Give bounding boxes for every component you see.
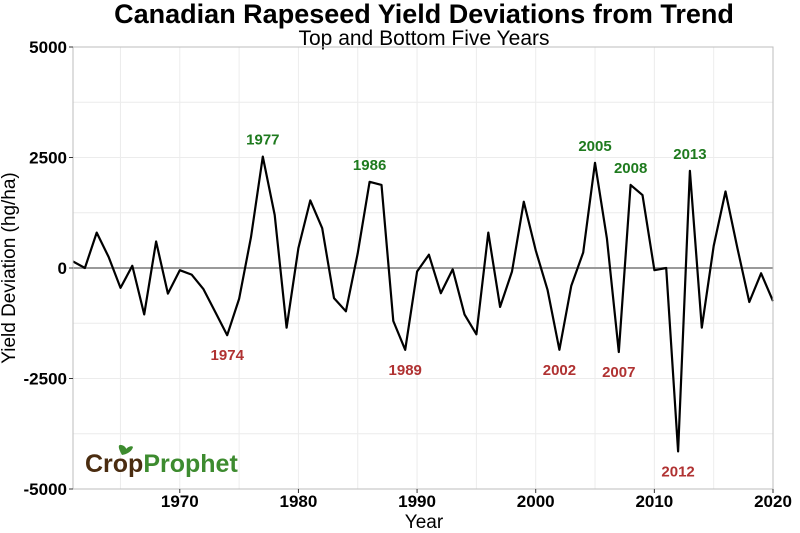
data-point: [155, 240, 157, 242]
bottom-year-label: 2007: [602, 364, 635, 381]
series-line: [72, 155, 775, 453]
x-tick-label: 2020: [754, 492, 792, 511]
data-point: [321, 227, 323, 229]
y-tick-label: -2500: [24, 370, 67, 389]
data-point: [594, 162, 596, 164]
data-point: [357, 252, 359, 254]
data-point: [499, 306, 501, 308]
x-axis-label: Year: [405, 512, 444, 533]
y-tick-label: -5000: [24, 480, 67, 499]
y-axis-label: Yield Deviation (hg/ha): [0, 172, 20, 364]
data-point: [380, 184, 382, 186]
data-point: [404, 349, 406, 351]
data-point: [214, 311, 216, 313]
leaf-icon: [118, 444, 133, 455]
data-point: [167, 293, 169, 295]
data-point: [226, 334, 228, 336]
y-tick-label: 5000: [29, 38, 67, 57]
data-point: [440, 292, 442, 294]
data-point: [179, 269, 181, 271]
bottom-year-label: 1974: [211, 347, 245, 364]
x-tick-label: 2010: [635, 492, 673, 511]
x-tick-label: 2000: [517, 492, 555, 511]
top-year-label: 2005: [578, 138, 611, 155]
data-point: [203, 288, 205, 290]
data-point: [689, 170, 691, 172]
data-point: [309, 199, 311, 201]
data-point: [487, 232, 489, 234]
data-point: [713, 245, 715, 247]
y-tick-label: 2500: [29, 149, 67, 168]
x-tick-label: 1990: [398, 492, 436, 511]
bottom-year-label: 1989: [389, 362, 422, 379]
x-axis-ticks: 1970 1980 1990 2000 2010 2020: [161, 489, 792, 511]
data-point: [286, 327, 288, 329]
data-point: [653, 269, 655, 271]
data-point: [333, 297, 335, 299]
data-point: [665, 267, 667, 269]
data-point: [428, 254, 430, 256]
data-point: [369, 181, 371, 183]
data-point: [250, 236, 252, 238]
data-point: [582, 252, 584, 254]
data-point: [416, 271, 418, 273]
data-point: [760, 272, 762, 274]
x-tick-label: 1980: [280, 492, 318, 511]
x-tick-label: 1970: [161, 492, 199, 511]
chart-title: Canadian Rapeseed Yield Deviations from …: [114, 0, 734, 29]
data-point: [345, 310, 347, 312]
bottom-year-label: 2012: [661, 463, 694, 480]
data-point: [108, 256, 110, 258]
data-point: [677, 450, 679, 452]
data-point: [570, 285, 572, 287]
data-point: [84, 267, 86, 269]
data-point: [464, 313, 466, 315]
top-year-label: 2013: [673, 146, 706, 163]
data-point: [736, 247, 738, 249]
data-point: [630, 184, 632, 186]
logo-text-crop: Crop: [85, 450, 143, 478]
data-point: [523, 201, 525, 203]
data-point: [297, 247, 299, 249]
chart-subtitle: Top and Bottom Five Years: [299, 27, 550, 50]
data-point: [131, 265, 133, 267]
bottom-year-label: 2002: [543, 362, 576, 379]
top-year-label: 2008: [614, 160, 647, 177]
logo-text-prophet: Prophet: [143, 450, 238, 478]
data-point: [641, 194, 643, 196]
data-point: [606, 237, 608, 239]
data-point: [262, 156, 264, 158]
data-point: [96, 232, 98, 234]
svg-text:CropProphet: CropProphet: [85, 450, 238, 478]
data-point: [701, 327, 703, 329]
data-point: [748, 301, 750, 303]
y-axis-ticks: -5000 -2500 0 2500 5000: [24, 38, 73, 499]
data-point: [191, 274, 193, 276]
data-point: [475, 333, 477, 335]
data-point: [452, 268, 454, 270]
data-point: [547, 289, 549, 291]
y-tick-label: 0: [58, 259, 67, 278]
data-point: [618, 351, 620, 353]
data-point: [511, 271, 513, 273]
data-point: [143, 313, 145, 315]
data-point: [119, 287, 121, 289]
top-year-label: 1977: [246, 132, 279, 149]
data-point: [725, 191, 727, 193]
data-point: [392, 320, 394, 322]
data-point: [238, 298, 240, 300]
data-point: [274, 214, 276, 216]
data-point: [535, 249, 537, 251]
data-point: [558, 349, 560, 351]
top-year-label: 1986: [353, 157, 386, 174]
cropprophet-logo: CropProphet: [85, 444, 238, 478]
